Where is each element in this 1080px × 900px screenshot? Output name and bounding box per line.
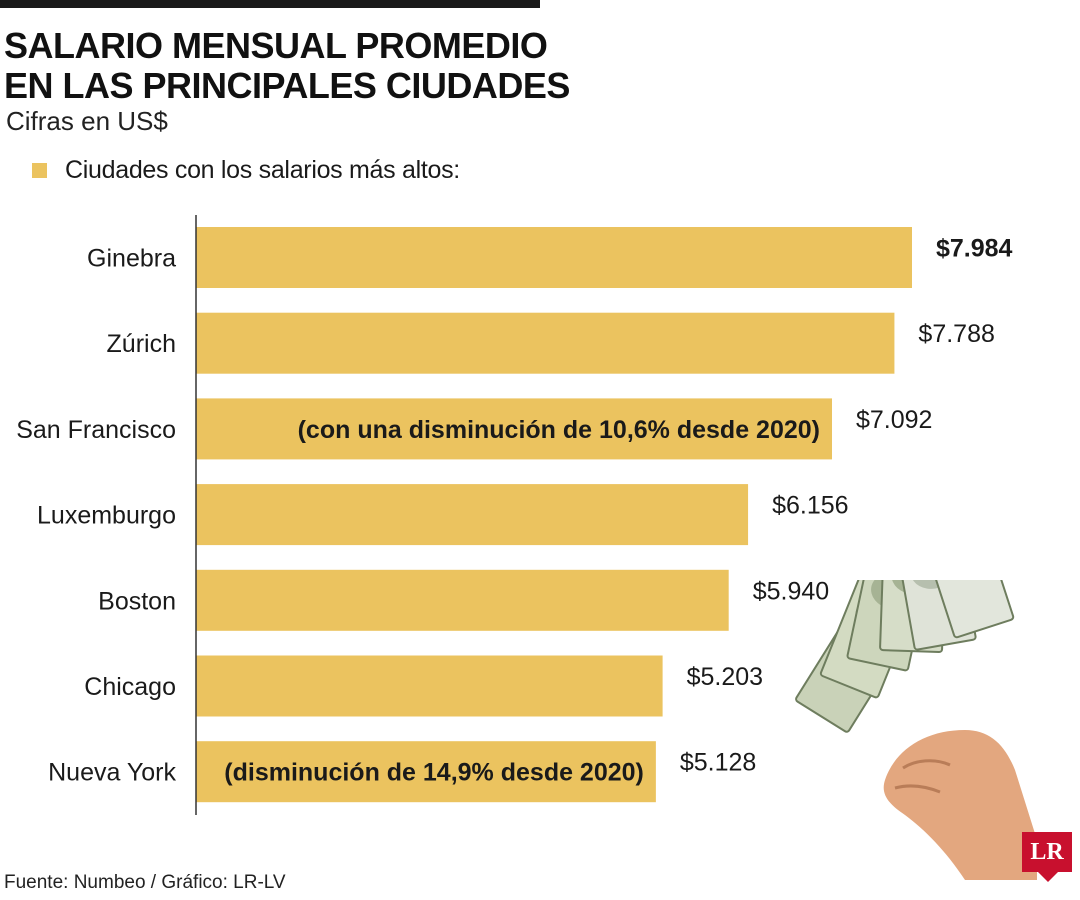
category-label: San Francisco <box>16 416 176 444</box>
bar <box>196 569 729 631</box>
top-rule <box>0 0 540 8</box>
category-label: Nueva York <box>48 759 176 787</box>
banknotes <box>795 580 1015 733</box>
category-label: Boston <box>98 587 176 615</box>
category-label: Zúrich <box>107 330 176 358</box>
value-label: $5.940 <box>753 577 829 605</box>
bar-annotation: (con una disminución de 10,6% desde 2020… <box>298 416 820 444</box>
legend: Ciudades con los salarios más altos: <box>32 156 460 185</box>
chart-subtitle: Cifras en US$ <box>6 106 168 136</box>
value-label: $5.128 <box>680 749 756 777</box>
source-note: Fuente: Numbeo / Gráfico: LR-LV <box>4 872 286 893</box>
value-label: $5.203 <box>687 663 763 691</box>
bar <box>196 484 749 546</box>
bar <box>196 741 656 803</box>
value-label: $7.984 <box>936 235 1013 263</box>
lr-logo: LR <box>1022 832 1072 882</box>
bar <box>196 227 912 288</box>
category-label: Chicago <box>84 673 176 701</box>
category-label: Luxemburgo <box>37 502 176 530</box>
bar-chart: Ginebra $7.984 Zúrich $7.788 San Francisco $7… <box>16 215 1013 815</box>
chart-title: SALARIO MENSUAL PROMEDIO EN LAS PRINCIPA… <box>4 26 570 106</box>
hand <box>883 730 1037 880</box>
bar <box>196 655 663 717</box>
bar <box>196 398 833 460</box>
value-label: $7.092 <box>856 406 932 434</box>
value-label: $7.788 <box>918 320 994 348</box>
bar <box>196 312 895 374</box>
money-hand-icon <box>795 580 1037 880</box>
bar-annotation: (disminución de 14,9% desde 2020) <box>224 759 644 787</box>
title-line-1: SALARIO MENSUAL PROMEDIO <box>4 25 548 66</box>
value-label: $6.156 <box>772 492 848 520</box>
legend-label: Ciudades con los salarios más altos: <box>65 156 460 184</box>
title-line-2: EN LAS PRINCIPALES CIUDADES <box>4 65 570 106</box>
category-label: Ginebra <box>87 245 176 273</box>
legend-swatch <box>32 163 47 178</box>
